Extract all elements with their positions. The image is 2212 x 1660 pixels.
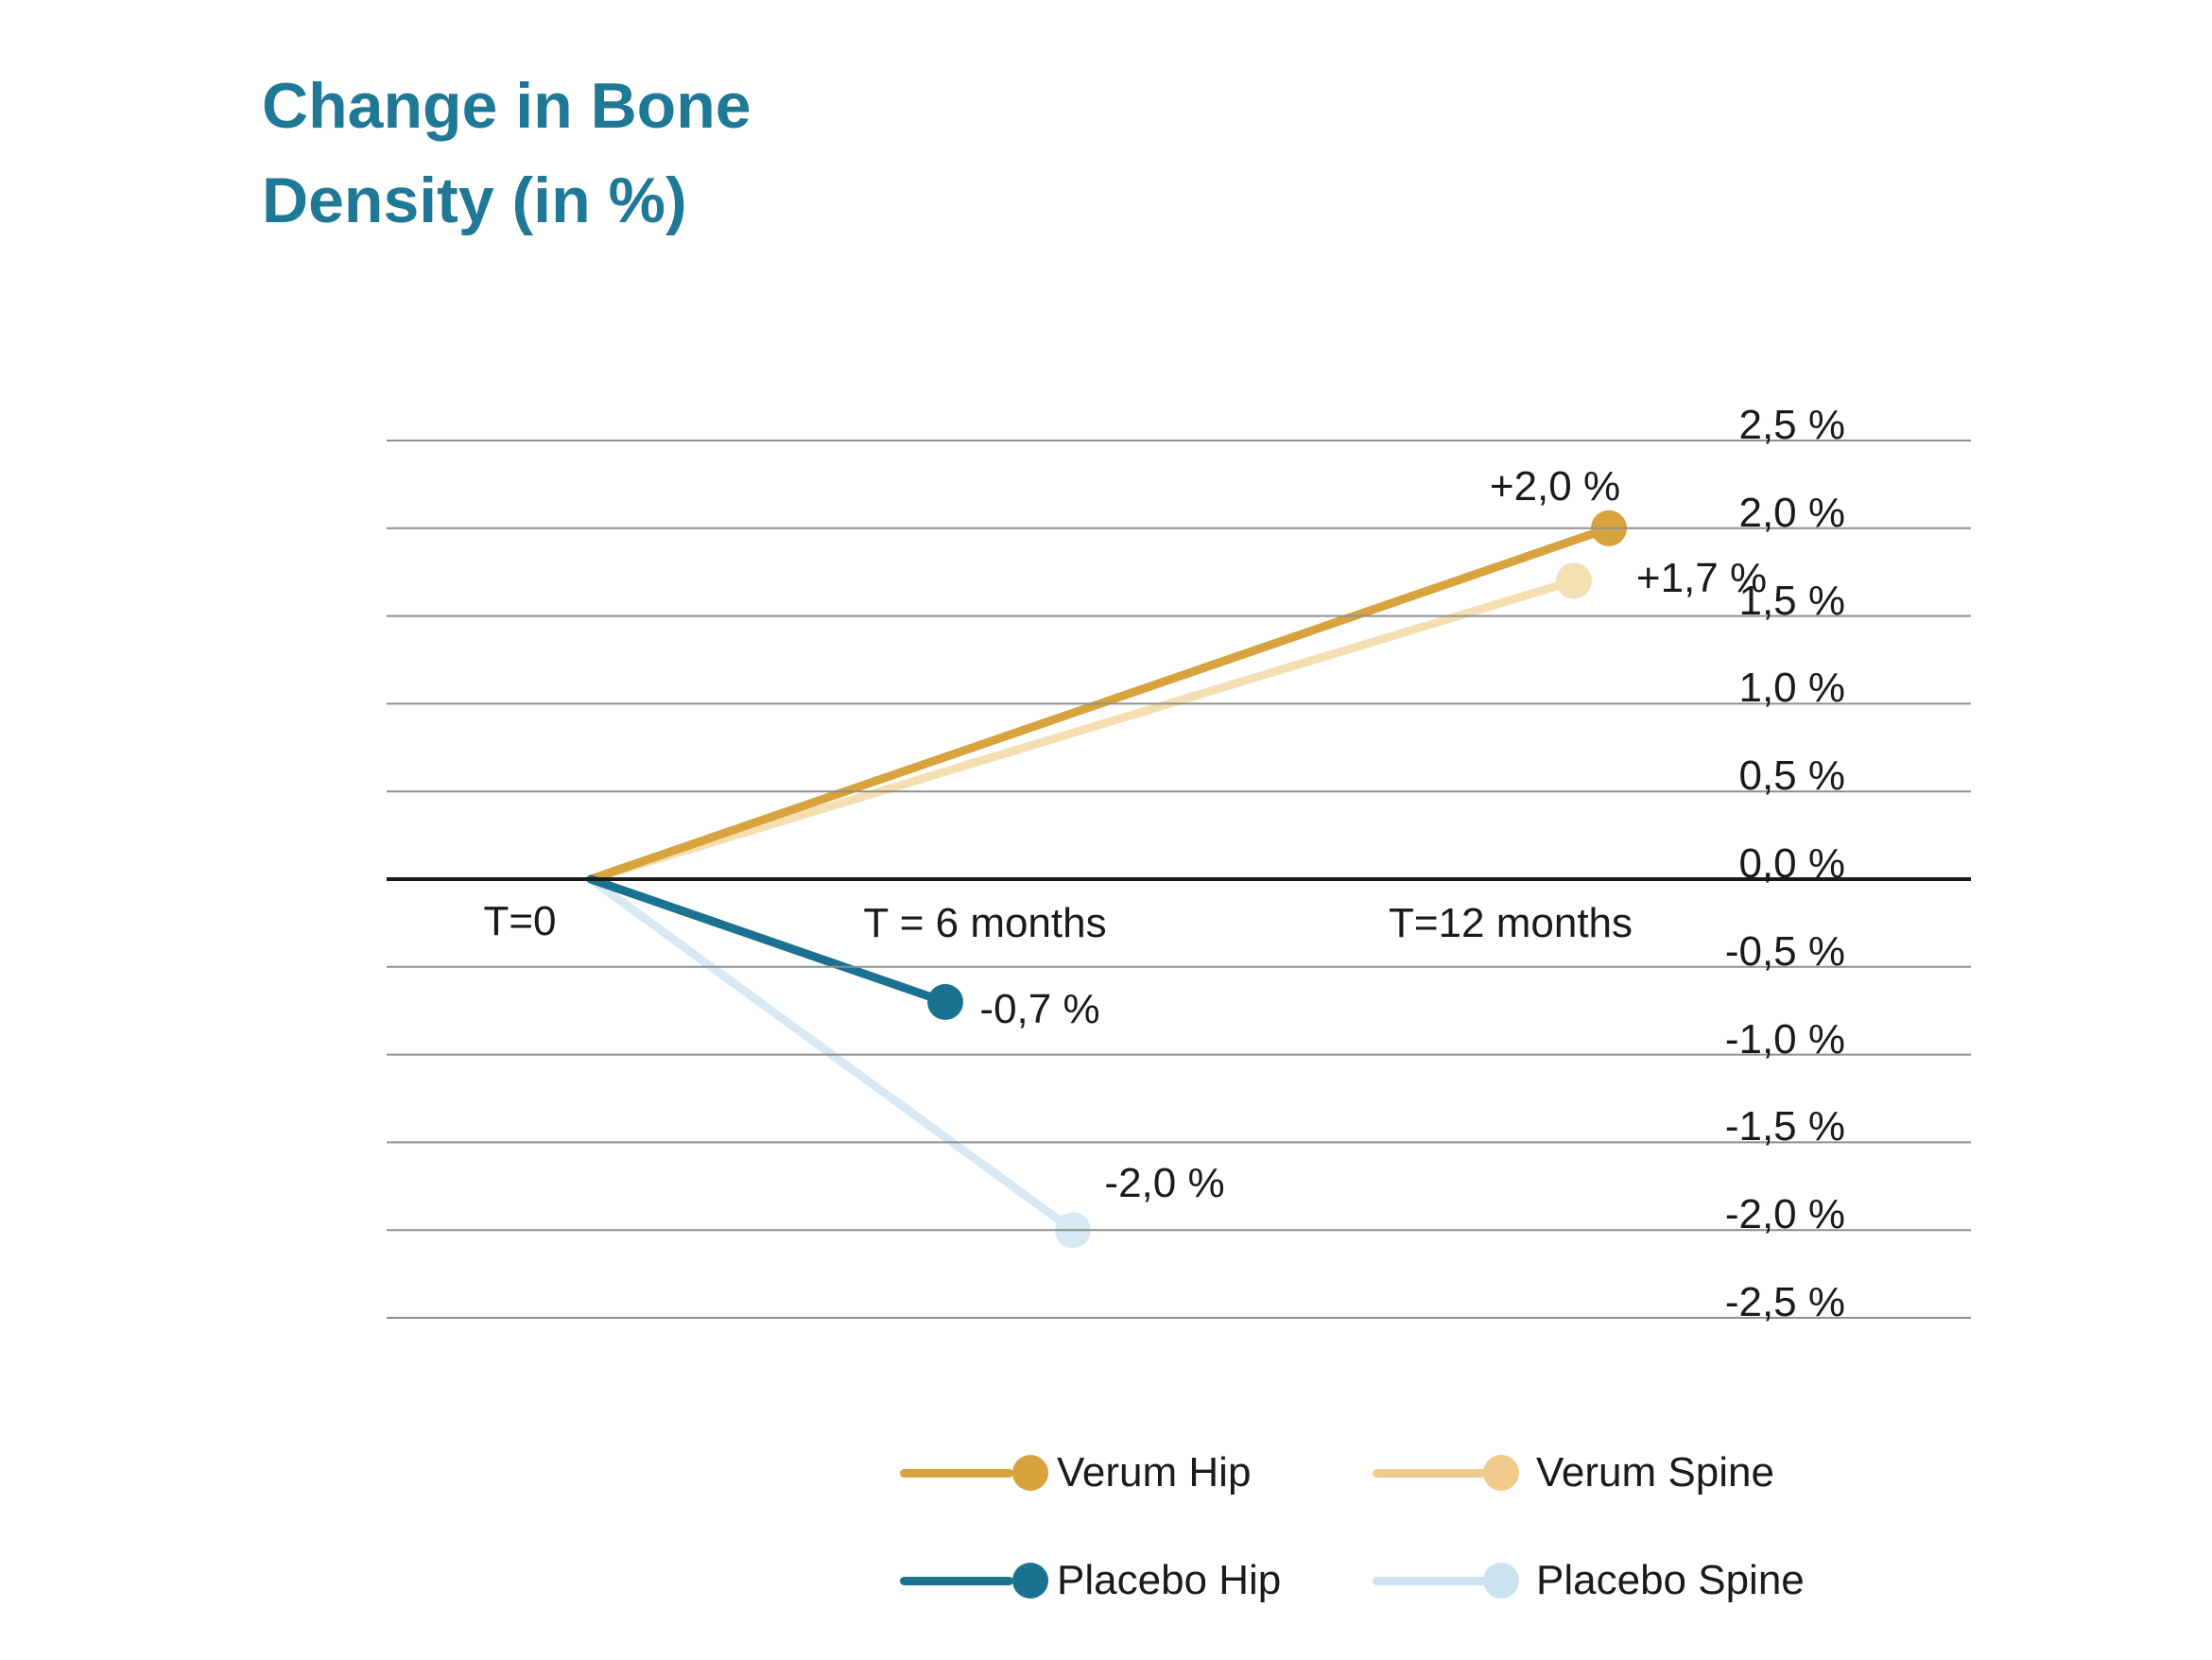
series-dot-verum-spine [1556, 562, 1592, 599]
series-line-verum-spine [586, 576, 1579, 884]
series-line-placebo-hip [586, 874, 950, 1007]
chart-title: Change in Bone Density (in %) [262, 59, 752, 248]
chart-title-line2: Density (in %) [262, 164, 687, 236]
series-dot-placebo-hip [927, 983, 963, 1020]
chart-title-line1: Change in Bone [262, 70, 752, 142]
